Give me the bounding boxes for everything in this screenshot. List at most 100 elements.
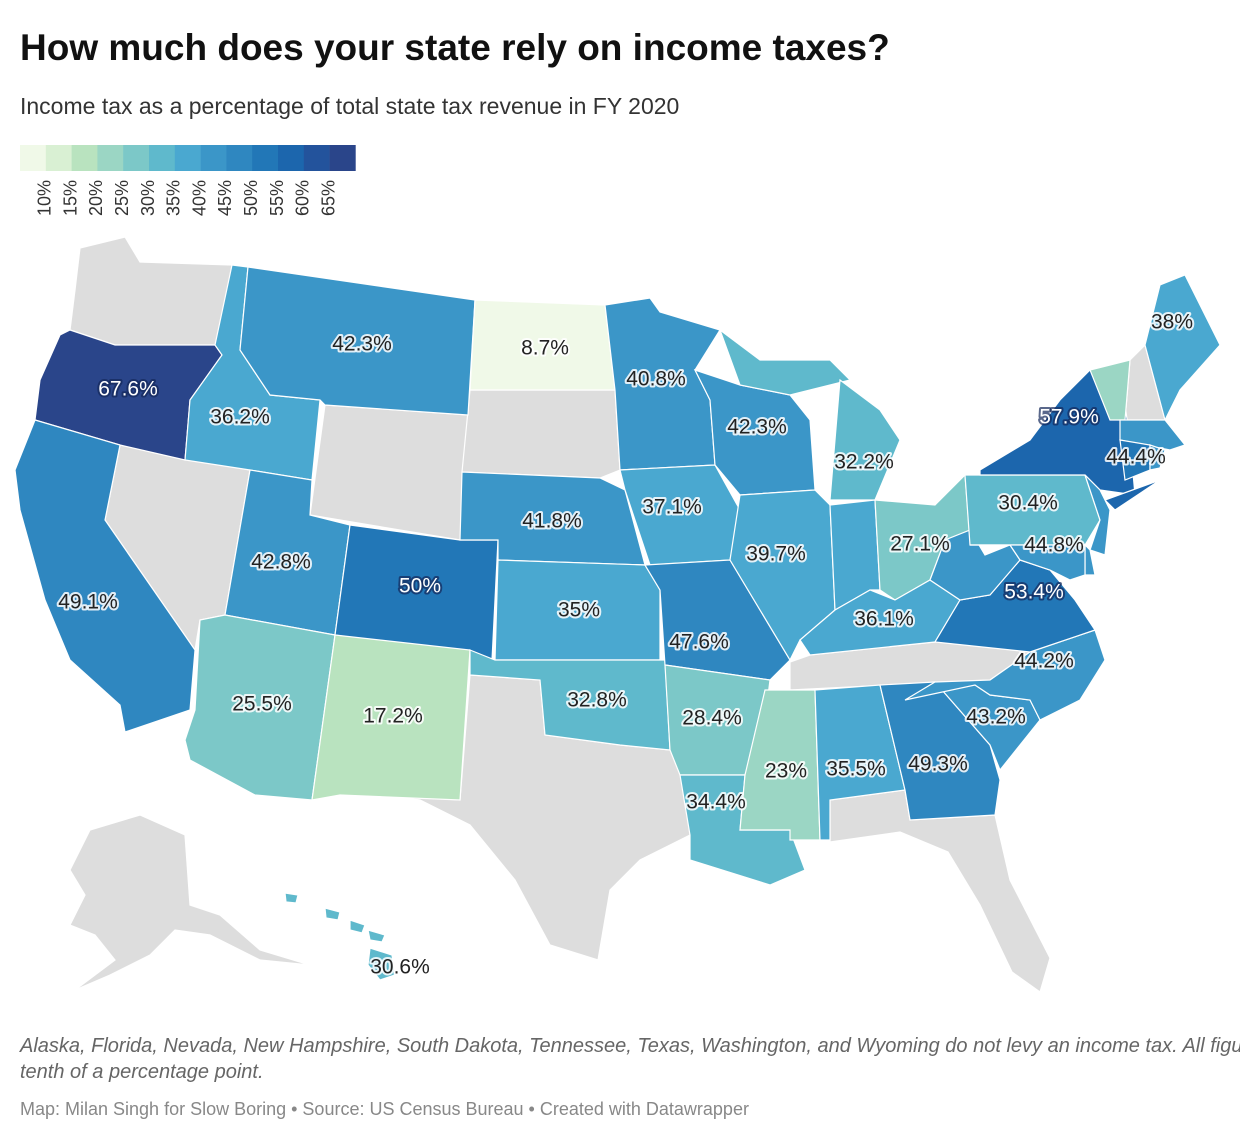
state-shape bbox=[14, 419, 196, 733]
state-shape bbox=[1084, 474, 1111, 556]
value-label: 30.4% bbox=[998, 492, 1058, 515]
note-line: tenth of a percentage point. bbox=[20, 1061, 264, 1083]
state-shape bbox=[324, 907, 341, 921]
value-label: 8.7% bbox=[521, 337, 569, 360]
legend-label: 55% bbox=[267, 180, 287, 216]
legend-swatch bbox=[71, 145, 98, 171]
chart-subtitle: Income tax as a percentage of total stat… bbox=[20, 93, 679, 119]
state bbox=[970, 544, 1086, 581]
state bbox=[309, 404, 469, 541]
legend-label: 40% bbox=[189, 180, 209, 216]
legend-label: 65% bbox=[318, 180, 338, 216]
legend-swatch bbox=[123, 145, 150, 171]
legend-label: 15% bbox=[60, 180, 80, 216]
value-label: 30.6% bbox=[370, 956, 430, 979]
legend-label: 50% bbox=[241, 180, 261, 216]
value-label: 41.8% bbox=[522, 510, 582, 533]
legend-label: 25% bbox=[112, 180, 132, 216]
state bbox=[904, 629, 1106, 721]
value-label: 43.2% bbox=[966, 706, 1026, 729]
legend-label: 30% bbox=[138, 180, 158, 216]
legend-label: 10% bbox=[35, 180, 55, 216]
value-label: 32.8% bbox=[567, 689, 627, 712]
legend-swatch bbox=[174, 145, 201, 171]
state bbox=[718, 328, 901, 501]
legend-label: 60% bbox=[293, 180, 313, 216]
state bbox=[979, 369, 1161, 511]
value-label: 17.2% bbox=[363, 705, 423, 728]
legend-swatch bbox=[226, 145, 253, 171]
legend-label: 35% bbox=[164, 180, 184, 216]
state-shape bbox=[284, 892, 299, 904]
state bbox=[829, 499, 881, 612]
value-label: 23% bbox=[765, 760, 807, 783]
value-label: 42.8% bbox=[251, 551, 311, 574]
legend-swatch bbox=[200, 145, 227, 171]
legend-swatch bbox=[45, 145, 72, 171]
value-label: 50% bbox=[399, 575, 441, 598]
value-label: 25.5% bbox=[232, 693, 292, 716]
state-shape bbox=[494, 559, 661, 661]
value-label: 28.4% bbox=[682, 707, 742, 730]
legend-swatch bbox=[303, 145, 330, 171]
state bbox=[494, 559, 661, 661]
value-label: 36.1% bbox=[854, 608, 914, 631]
value-label: 37.1% bbox=[642, 496, 702, 519]
value-label: 53.4% bbox=[1004, 581, 1064, 604]
state-shape bbox=[367, 929, 386, 943]
value-label: 44.2% bbox=[1014, 650, 1074, 673]
legend-label: 45% bbox=[215, 180, 235, 216]
legend: 10% 15% 20% 25% 30% 35% 40% 45% 50% 55% 60% 65% bbox=[20, 145, 356, 216]
state bbox=[461, 389, 621, 479]
state-shape bbox=[334, 524, 499, 661]
state-shape bbox=[1149, 444, 1166, 471]
value-label: 42.3% bbox=[727, 416, 787, 439]
state bbox=[284, 892, 396, 981]
value-label: 40.8% bbox=[626, 368, 686, 391]
state-shape bbox=[718, 328, 852, 396]
state bbox=[69, 814, 311, 991]
value-label: 49.1% bbox=[58, 591, 118, 614]
value-label: 47.6% bbox=[669, 631, 729, 654]
note: Alaska, Florida, Nevada, New Hampshire, … bbox=[19, 1035, 1240, 1083]
state-shape bbox=[367, 947, 396, 981]
legend-swatch bbox=[329, 145, 356, 171]
legend-swatch bbox=[20, 145, 47, 171]
value-label: 32.2% bbox=[834, 451, 894, 474]
value-label: 35.5% bbox=[826, 758, 886, 781]
state bbox=[469, 649, 671, 751]
state-shape bbox=[1103, 479, 1161, 511]
state bbox=[311, 634, 471, 801]
legend-swatch bbox=[252, 145, 279, 171]
state bbox=[14, 419, 196, 733]
state bbox=[1084, 474, 1111, 556]
legend-swatch bbox=[149, 145, 176, 171]
note-line: Alaska, Florida, Nevada, New Hampshire, … bbox=[19, 1035, 1240, 1057]
value-label: 44.4% bbox=[1106, 446, 1166, 469]
state bbox=[69, 236, 233, 346]
value-label: 67.6% bbox=[98, 378, 158, 401]
legend-swatch bbox=[278, 145, 305, 171]
value-label: 35% bbox=[558, 599, 600, 622]
state-shape bbox=[829, 499, 881, 612]
value-label: 39.7% bbox=[746, 543, 806, 566]
state bbox=[1149, 444, 1166, 471]
states bbox=[14, 264, 1221, 981]
source: Map: Milan Singh for Slow Boring • Sourc… bbox=[20, 1099, 749, 1119]
value-label: 36.2% bbox=[210, 406, 270, 429]
legend-swatch bbox=[97, 145, 124, 171]
chart-title: How much does your state rely on income … bbox=[20, 27, 890, 68]
value-label: 27.1% bbox=[890, 533, 950, 556]
state-shape bbox=[904, 629, 1106, 721]
value-label: 34.4% bbox=[686, 791, 746, 814]
value-label: 42.3% bbox=[332, 333, 392, 356]
state-shape bbox=[970, 544, 1086, 581]
legend-label: 20% bbox=[86, 180, 106, 216]
state bbox=[829, 789, 1051, 993]
value-label: 38% bbox=[1151, 311, 1193, 334]
state-shape bbox=[829, 378, 901, 501]
state-shape bbox=[311, 634, 471, 801]
value-label: 44.8% bbox=[1024, 534, 1084, 557]
